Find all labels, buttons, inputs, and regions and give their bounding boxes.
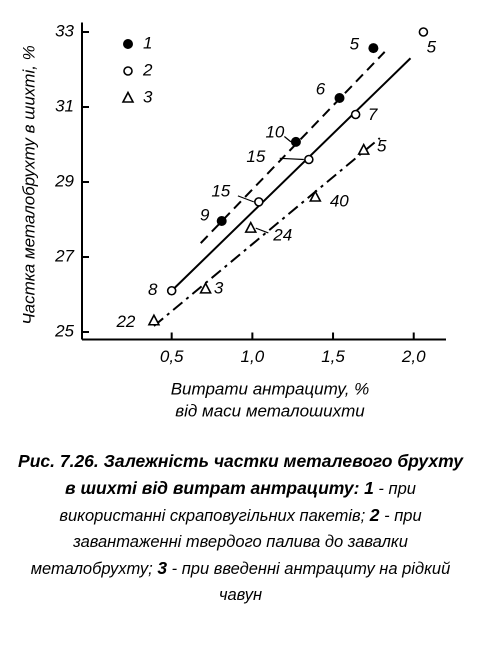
point-label: 7 [368, 105, 378, 124]
point [244, 220, 258, 233]
point [304, 154, 314, 165]
caption-item-number: 3 [157, 558, 168, 578]
x-tick-label: 0,5 [160, 347, 184, 366]
y-axis-label: Частка металобрухту в шихті, % [19, 45, 38, 325]
caption-item-number: 2 [369, 505, 380, 525]
point [199, 281, 212, 294]
point-label: 3 [214, 278, 224, 297]
legend-marker [123, 66, 133, 76]
legend-marker [121, 90, 135, 103]
point [418, 27, 429, 37]
caption-title: Рис. 7.26. Залежність частки металевого … [18, 451, 463, 498]
point-label: 9 [200, 205, 210, 224]
point-label: 5 [377, 137, 387, 156]
trend-line [153, 137, 381, 327]
y-tick-label: 25 [54, 321, 74, 340]
chart: Частка металобрухту в шихті, % Витрати а… [19, 21, 446, 420]
point-label: 15 [211, 181, 230, 200]
point [334, 93, 345, 103]
legend-marker [123, 39, 133, 49]
label-leader [279, 157, 304, 161]
x-tick-label: 1,0 [241, 347, 265, 366]
x-tick-label: 1,5 [321, 347, 345, 366]
caption-item-number: 1 [364, 478, 374, 498]
point-label: 6 [316, 79, 326, 98]
x-axis-label: Витрати антрациту, % [171, 379, 370, 398]
point-label: 10 [265, 122, 284, 141]
trend-line [200, 51, 386, 244]
point [216, 216, 227, 226]
point-label: 22 [115, 312, 135, 331]
caption: Рис. 7.26. Залежність частки металевого … [18, 448, 463, 608]
trend-line [170, 57, 412, 292]
legend-label: 1 [143, 33, 152, 52]
point [290, 136, 301, 147]
legend-label: 2 [142, 60, 153, 79]
point [166, 285, 177, 296]
y-tick-label: 33 [55, 21, 74, 40]
point [357, 142, 371, 155]
y-tick-label: 27 [54, 246, 74, 265]
x-axis-label: від маси металошихти [175, 401, 365, 420]
caption-item-text: - при використанні скраповугільних пакет… [59, 480, 416, 525]
point-label: 5 [427, 37, 437, 56]
label-leader [284, 136, 292, 143]
point-label: 24 [272, 226, 292, 245]
label-leader [237, 195, 255, 203]
point [350, 109, 361, 120]
caption-item-text: - при введенні антрациту на рідкий чавун [171, 560, 451, 604]
point [147, 313, 161, 326]
point [254, 197, 264, 207]
point-label: 15 [246, 147, 265, 166]
legend-label: 3 [143, 87, 153, 106]
point-label: 8 [148, 280, 158, 299]
y-tick-label: 29 [54, 171, 74, 190]
x-tick-label: 2,0 [401, 347, 426, 366]
point-label: 5 [350, 35, 360, 54]
y-tick-label: 31 [55, 96, 74, 115]
point [368, 43, 379, 54]
point-label: 40 [330, 191, 349, 210]
point [308, 189, 322, 202]
label-leader [255, 227, 269, 234]
caption-item-text: - при завантаженні твердого палива до за… [30, 507, 422, 578]
